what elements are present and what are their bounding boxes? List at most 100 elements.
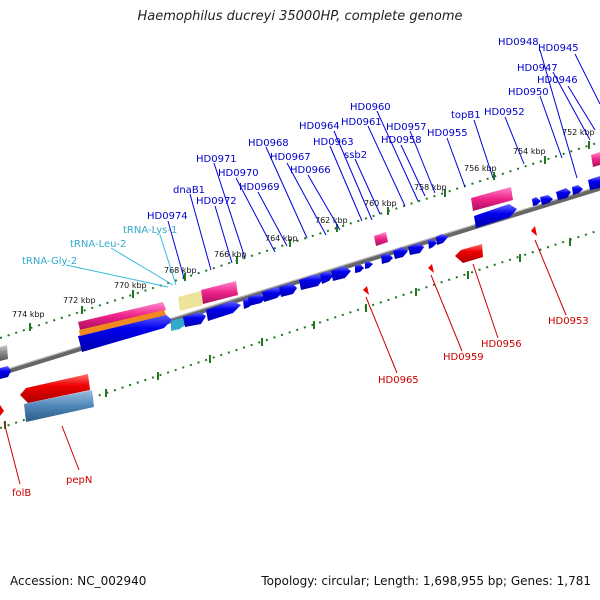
label-leader — [286, 162, 327, 236]
gene-arrow — [183, 312, 206, 327]
label-leader — [567, 85, 596, 131]
label-leader — [430, 274, 463, 352]
gene-arrow — [408, 243, 424, 255]
scale-label: 760 kbp — [364, 199, 397, 208]
gene-arrow — [381, 253, 393, 264]
forward-gene-labels: HD0948 HD0945 HD0947 HD0946 HD0950 HD095… — [147, 37, 600, 279]
scale-label: 754 kbp — [513, 147, 546, 156]
gene-arrow — [0, 366, 11, 379]
label-leader — [367, 125, 406, 207]
gene-label-forward: HD0948 — [498, 37, 539, 48]
gene-arrow — [320, 271, 333, 284]
orange-feature — [79, 310, 166, 336]
accession-text: Accession: NC_002940 — [10, 574, 147, 588]
forward-scale-line — [0, 141, 600, 339]
map-title: Haemophilus ducreyi 35000HP, complete ge… — [137, 9, 463, 24]
gene-arrow — [0, 405, 4, 416]
trna-label: tRNA-Gly-2 — [22, 256, 77, 267]
label-leader — [552, 71, 591, 141]
label-leader — [214, 205, 233, 264]
label-leader — [257, 191, 288, 247]
gene-label-reverse: HD0956 — [481, 339, 522, 350]
reverse-scale-line — [0, 229, 600, 429]
label-leader — [65, 264, 169, 288]
gene-arrow — [393, 247, 408, 259]
label-leader — [446, 137, 466, 188]
label-leader — [534, 239, 567, 316]
scale-label: 766 kbp — [214, 250, 247, 259]
gene-arrow — [531, 226, 537, 236]
pink-feature — [201, 281, 238, 304]
gene-arrow — [556, 188, 571, 200]
label-leader — [307, 174, 341, 231]
label-leader — [333, 130, 373, 221]
scale-label: 774 kbp — [12, 310, 45, 319]
scale-label: 772 kbp — [63, 296, 96, 305]
label-leader — [574, 53, 600, 105]
gene-arrow — [532, 197, 541, 206]
gene-arrow — [572, 185, 583, 195]
pink-feature — [374, 232, 388, 246]
gene-arrow — [262, 287, 283, 302]
gene-label-forward: HD0947 — [517, 63, 558, 74]
genome-summary-text: Topology: circular; Length: 1,698,955 bp… — [261, 574, 591, 588]
gene-label-reverse: HD0959 — [443, 352, 484, 363]
gene-arrow — [299, 274, 323, 290]
scale-label: 752 kbp — [562, 128, 595, 137]
scale-label: 756 kbp — [464, 164, 497, 173]
trna-label: tRNA-Leu-2 — [70, 239, 126, 250]
gene-arrow — [279, 283, 297, 297]
label-leader — [167, 220, 185, 279]
gene-label-forward: HD0970 — [218, 168, 259, 179]
gene-label-forward: HD0950 — [508, 87, 549, 98]
label-leader — [235, 177, 276, 253]
scale-label: 758 kbp — [414, 183, 447, 192]
gene-label-forward: HD0960 — [350, 102, 391, 113]
trna-label: tRNA-Lys-1 — [123, 225, 177, 236]
scale-major-ticks — [4, 141, 590, 429]
gene-label-forward: HD0961 — [341, 117, 382, 128]
yellow-feature — [178, 291, 203, 311]
pink-feature — [471, 187, 513, 211]
gene-arrow — [365, 261, 373, 269]
gene-arrow — [540, 195, 553, 205]
gene-arrow — [331, 266, 351, 281]
label-leader — [376, 110, 419, 202]
label-leader — [504, 116, 525, 165]
label-leader — [472, 263, 499, 339]
gene-label-forward: HD0958 — [381, 135, 422, 146]
label-leader — [213, 162, 246, 259]
label-leader — [159, 234, 177, 286]
gene-arrow — [474, 204, 517, 228]
gene-arrow — [248, 294, 266, 306]
gene-label-reverse: HD0965 — [378, 375, 419, 386]
gene-label-forward: HD0963 — [313, 137, 354, 148]
gene-label-forward: HD0968 — [248, 138, 289, 149]
gene-label-forward: HD0969 — [239, 182, 280, 193]
gene-label-forward: ssb2 — [344, 150, 367, 161]
gene-label-forward: HD0952 — [484, 107, 525, 118]
gene-label-forward: HD0967 — [270, 152, 311, 163]
scale-label: 770 kbp — [114, 281, 147, 290]
gene-label-reverse: HD0953 — [548, 316, 589, 327]
gene-label-forward: HD0974 — [147, 211, 188, 222]
scale-label: 762 kbp — [315, 216, 348, 225]
pink-feature — [78, 302, 166, 330]
label-leader — [3, 421, 21, 485]
label-leader — [365, 296, 398, 374]
gene-label-forward: HD0955 — [427, 128, 468, 139]
gene-arrow — [436, 234, 448, 245]
gene-label-forward: HD0972 — [196, 196, 237, 207]
scale-label: 768 kbp — [164, 266, 197, 275]
pink-feature — [591, 152, 600, 167]
label-leader — [329, 145, 363, 222]
label-leader — [189, 193, 212, 271]
gene-arrow — [355, 264, 364, 273]
gene-label-forward: topB1 — [451, 110, 481, 121]
forward-genes — [0, 152, 600, 379]
gene-arrow — [206, 301, 241, 321]
gene-label-forward: HD0971 — [196, 154, 237, 165]
gene-label-forward: HD0945 — [538, 43, 579, 54]
label-leader — [539, 49, 578, 179]
